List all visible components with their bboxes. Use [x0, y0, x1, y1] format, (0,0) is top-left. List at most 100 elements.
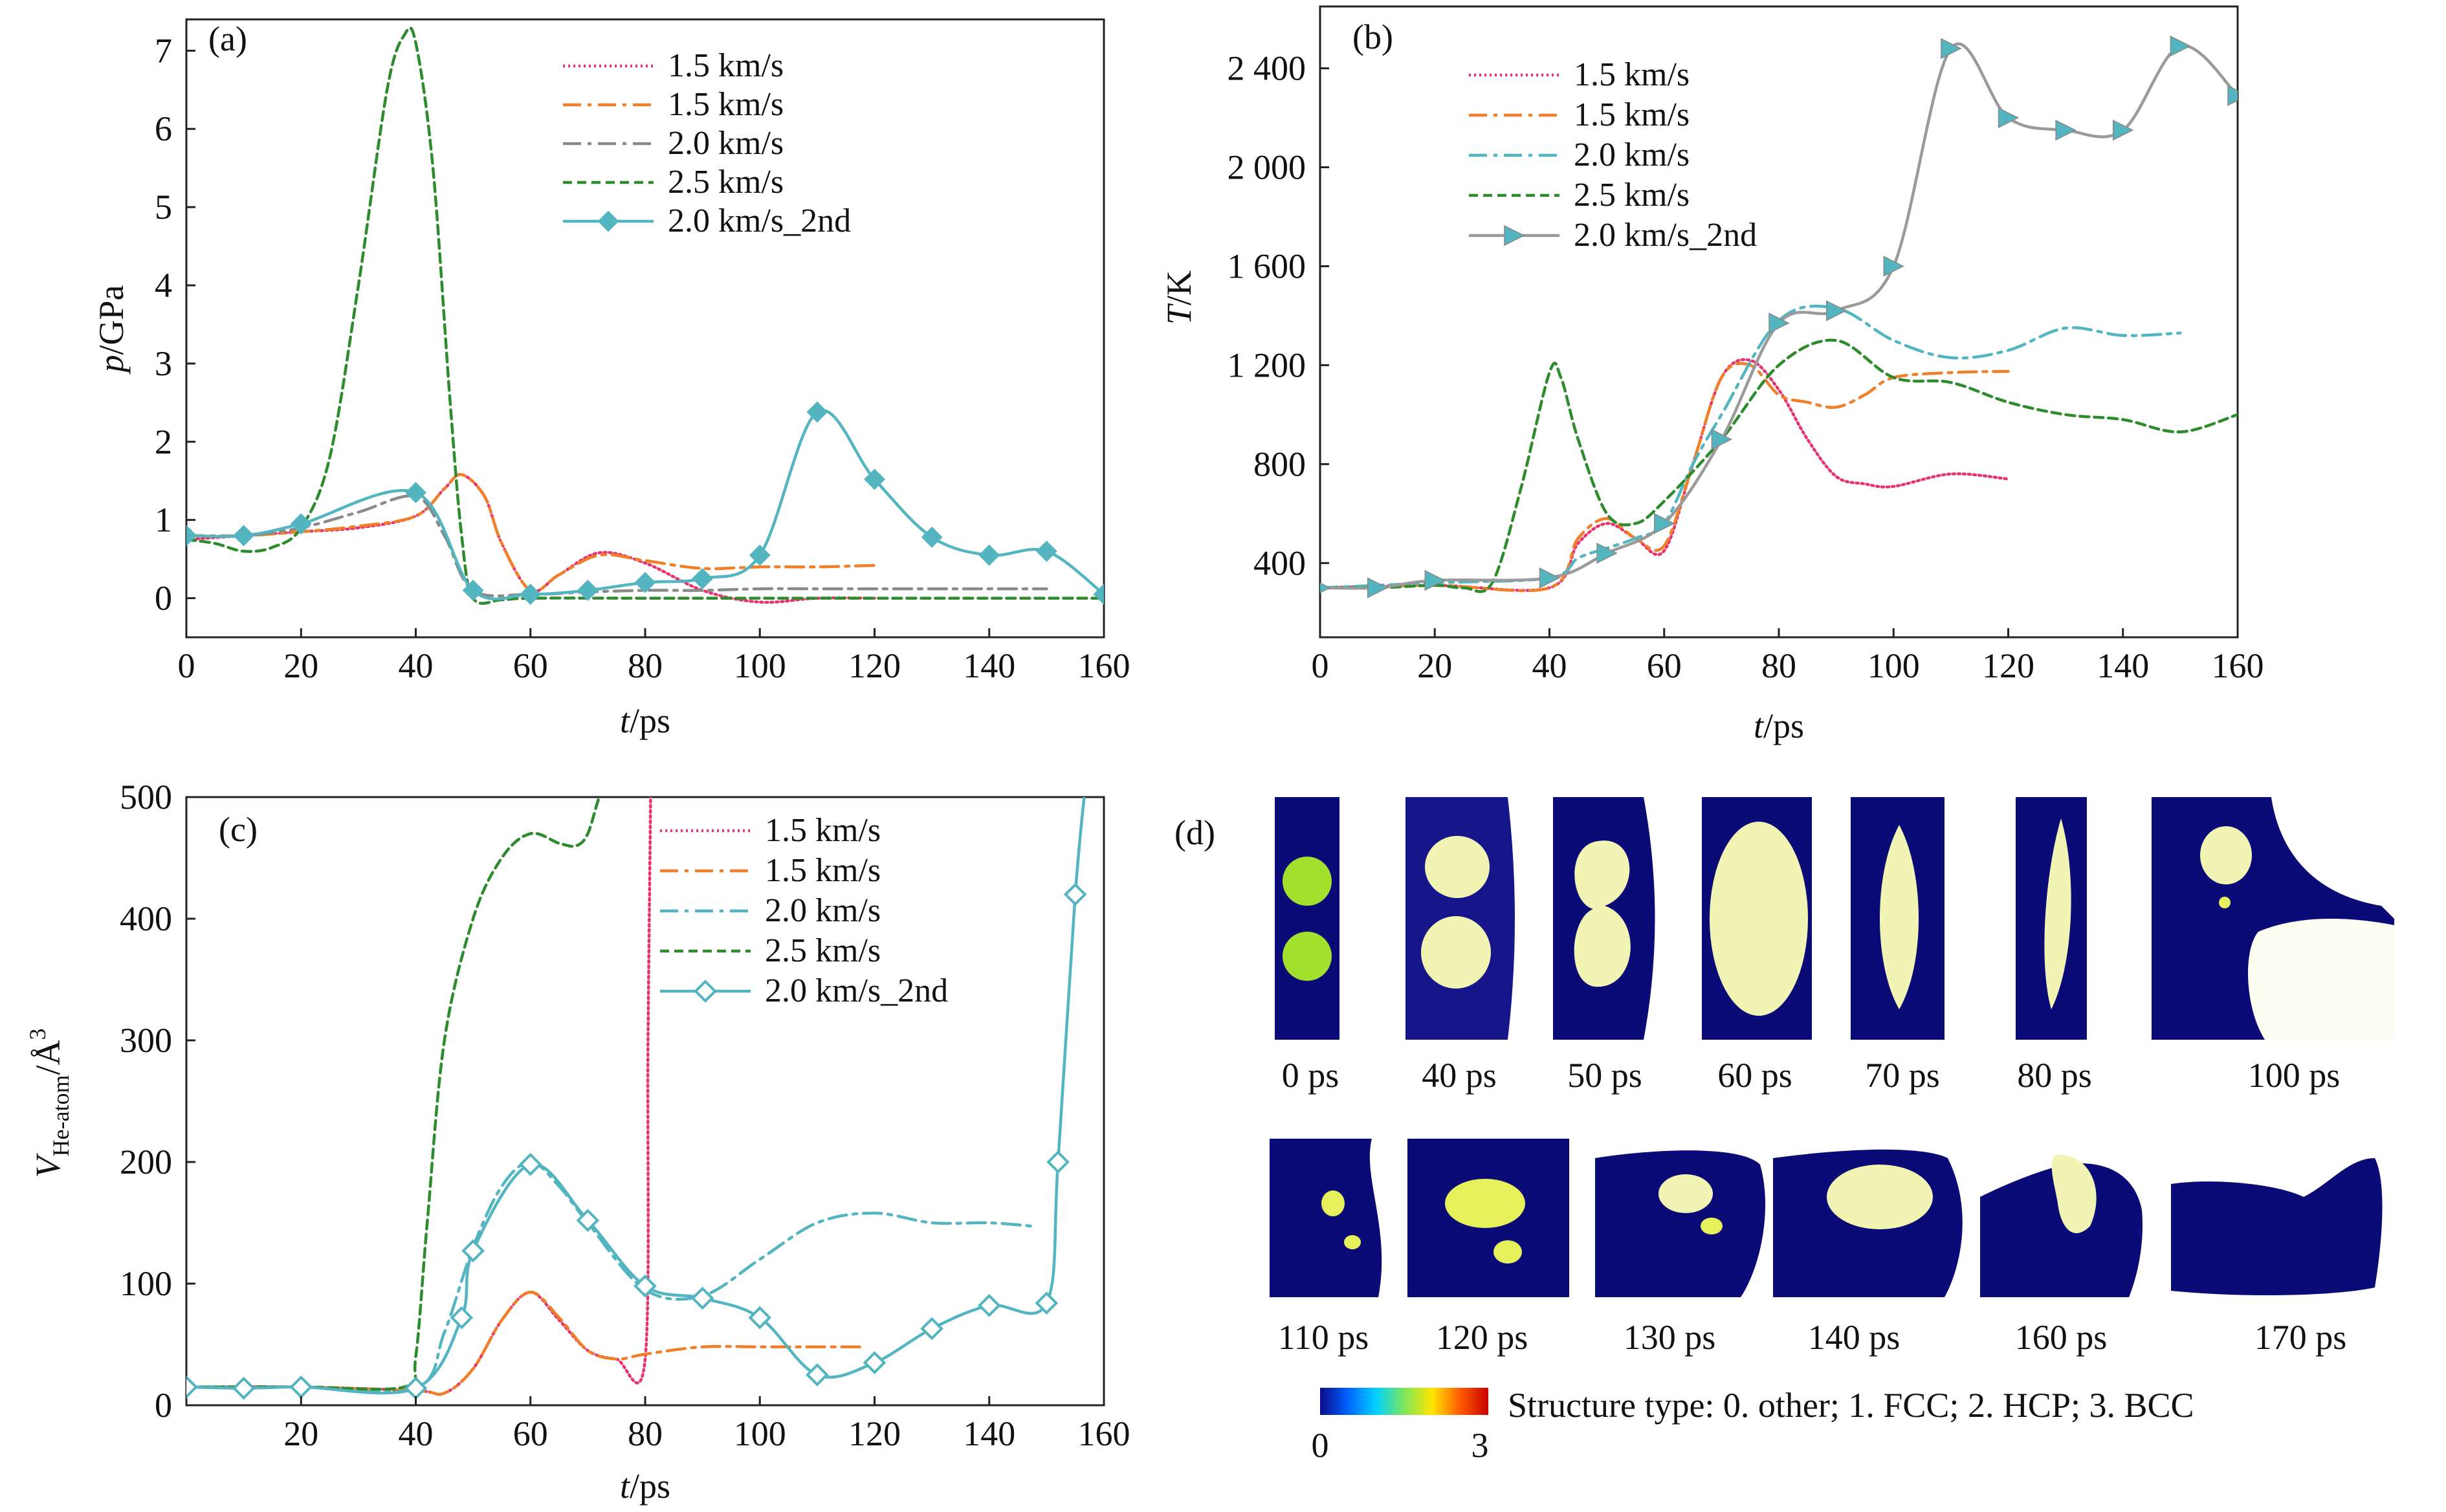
data-point-marker	[1367, 577, 1389, 598]
x-tick-label: 160	[1078, 1414, 1130, 1453]
y-tick-label: 400	[120, 899, 172, 938]
y-tick-label: 2 400	[1228, 49, 1306, 88]
bubble	[1658, 1174, 1713, 1213]
data-point-marker	[461, 1239, 485, 1263]
x-tick-label: 20	[283, 1414, 318, 1453]
x-tick-label: 40	[399, 1414, 434, 1453]
data-point-marker	[597, 210, 619, 232]
snapshot-background	[2171, 1158, 2383, 1295]
bubble	[1493, 1240, 1522, 1264]
data-point-marker	[978, 544, 1000, 566]
x-tick-label: 0	[1312, 646, 1329, 685]
data-point-marker	[186, 525, 197, 547]
x-tick-label: 0	[178, 646, 195, 685]
bubble	[1283, 932, 1332, 981]
legend-label: 2.0 km/s_2nd	[1574, 217, 1757, 254]
x-tick-label: 60	[1647, 646, 1682, 685]
data-point-marker	[977, 1294, 1001, 1317]
y-axis-label: VHe-atom/Å3	[25, 1029, 74, 1178]
bubble	[1880, 825, 1919, 1009]
series-line	[186, 409, 1104, 601]
x-tick-label: 160	[2212, 646, 2264, 685]
data-point-marker	[404, 1376, 428, 1400]
data-point-marker	[694, 980, 717, 1003]
bubble	[1344, 1235, 1361, 1249]
data-point-marker	[518, 1152, 542, 1176]
data-point-marker	[1883, 256, 1904, 277]
x-tick-label: 60	[513, 1414, 548, 1453]
x-tick-label: 80	[628, 646, 663, 685]
bubble	[1574, 840, 1631, 987]
snapshot-label: 40 ps	[1422, 1056, 1497, 1095]
data-point-marker	[186, 1375, 198, 1399]
snapshot-label: 160 ps	[2015, 1318, 2108, 1357]
legend-label: 2.0 km/s	[765, 892, 881, 929]
bubble	[1321, 1190, 1345, 1216]
snapshot-label: 0 ps	[1282, 1056, 1339, 1095]
legend-label: 2.5 km/s	[765, 932, 881, 969]
y-tick-label: 2 000	[1228, 148, 1306, 187]
data-point-marker	[1035, 1291, 1059, 1315]
snapshot-80ps: 80 ps	[2016, 797, 2092, 1095]
data-point-marker	[576, 1209, 600, 1233]
legend: 1.5 km/s1.5 km/s2.0 km/s2.5 km/s2.0 km/s…	[563, 47, 851, 239]
snapshot-100ps: 100 ps	[2152, 797, 2394, 1095]
data-point-marker	[864, 468, 885, 490]
bubble	[2247, 919, 2394, 1040]
data-point-marker	[1596, 542, 1618, 564]
series-line	[1320, 358, 2010, 592]
data-point-marker	[748, 1306, 772, 1330]
data-point-marker	[233, 525, 255, 547]
snapshot-background	[1980, 1163, 2143, 1297]
panel-b-temperature-chart: (b) 0 20 40 60 80 100 120 140 160 400 800 1 200 1 60…	[1160, 5, 2264, 745]
series-layer	[186, 797, 1087, 1400]
data-point-marker	[920, 1317, 943, 1341]
data-point-marker	[2227, 85, 2238, 106]
snapshot-label: 60 ps	[1717, 1056, 1792, 1095]
x-axis-label: t/ps	[620, 1467, 670, 1506]
x-tick-label: 20	[1417, 646, 1452, 685]
data-point-marker	[1504, 225, 1525, 247]
panel-label: (c)	[219, 810, 258, 849]
data-point-marker	[806, 1363, 829, 1386]
snapshot-110ps: 110 ps	[1270, 1139, 1382, 1357]
snapshot-70ps: 70 ps	[1851, 797, 1945, 1095]
colorbar-gradient	[1320, 1388, 1488, 1415]
data-point-marker	[921, 526, 943, 548]
series-layer	[186, 26, 1104, 605]
snapshot-label: 70 ps	[1865, 1056, 1940, 1095]
panel-label: (d)	[1174, 813, 1215, 852]
data-point-marker	[290, 513, 312, 535]
legend-label: 2.5 km/s	[1574, 177, 1690, 214]
data-point-marker	[2170, 35, 2192, 57]
x-tick-label: 100	[1868, 646, 1920, 685]
snapshot-0ps: 0 ps	[1275, 797, 1339, 1095]
y-tick-label: 400	[1253, 543, 1306, 582]
y-tick-label: 300	[120, 1021, 172, 1060]
x-tick-label: 100	[734, 1414, 786, 1453]
series-line	[1320, 338, 2238, 593]
panel-label: (b)	[1352, 17, 1393, 56]
bubble	[2051, 1154, 2097, 1234]
series-line	[186, 797, 601, 1391]
legend-label: 2.0 km/s_2nd	[765, 972, 948, 1009]
data-point-marker	[1539, 567, 1561, 589]
data-point-marker	[863, 1351, 887, 1375]
bubble	[1425, 836, 1490, 898]
legend: 1.5 km/s1.5 km/s2.0 km/s2.5 km/s2.0 km/s…	[1469, 56, 1757, 254]
data-point-marker	[1046, 1150, 1070, 1174]
series-line	[1320, 362, 2010, 593]
data-point-marker	[2113, 119, 2134, 141]
snapshot-label: 170 ps	[2254, 1318, 2347, 1357]
x-axis-label: t/ps	[620, 701, 670, 740]
legend-label: 1.5 km/s	[765, 852, 881, 889]
snapshot-130ps: 130 ps	[1595, 1150, 1766, 1357]
y-axis-label: p/GPa	[92, 285, 131, 375]
panel-a-pressure-chart: (a) 0 20 40 60 80 100 120 140 160 0 1 2 3 4 5 6 7 1.5 km…	[92, 18, 1130, 740]
data-point-marker	[690, 1286, 714, 1310]
y-tick-label: 1 200	[1228, 345, 1306, 384]
x-tick-label: 140	[963, 646, 1015, 685]
y-tick-label: 3	[155, 344, 172, 383]
data-point-marker	[2055, 119, 2077, 141]
